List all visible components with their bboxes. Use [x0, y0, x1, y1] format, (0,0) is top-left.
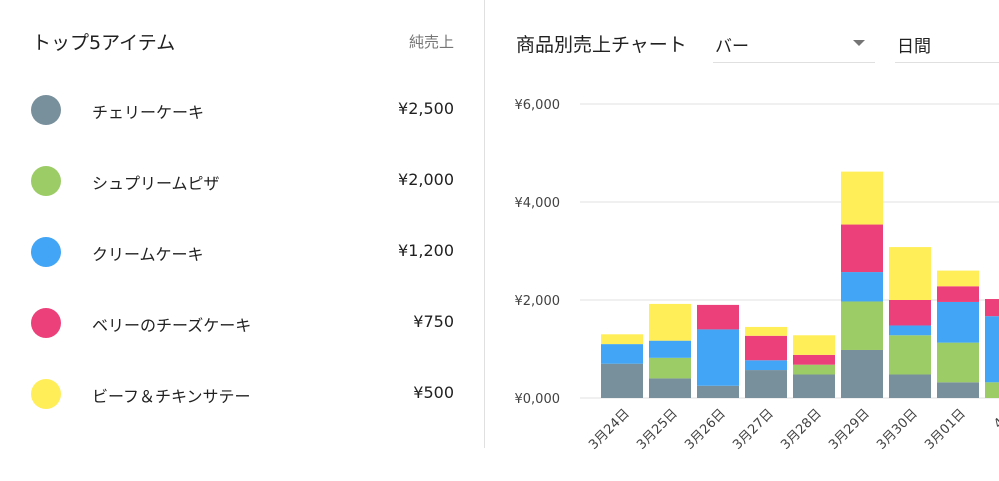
item-value: ¥1,200 [398, 241, 454, 260]
period-select[interactable]: 日間 [895, 28, 999, 63]
bar-segment[interactable] [841, 301, 883, 350]
bar-segment[interactable] [697, 329, 739, 386]
x-tick-label: 3月25日 [634, 406, 681, 453]
top-item-row[interactable]: シュプリームピザ ¥2,000 [0, 161, 484, 201]
item-name: ビーフ＆チキンサテー [92, 387, 251, 406]
x-tick-label: 3月29日 [826, 406, 873, 453]
top-items-title: トップ5アイテム [32, 32, 176, 54]
chart-title: 商品別売上チャート [516, 34, 687, 56]
bar-segment[interactable] [745, 360, 787, 371]
bar-segment[interactable] [889, 300, 931, 326]
color-dot-icon [31, 95, 61, 125]
bar-segment[interactable] [937, 342, 979, 383]
item-name: シュプリームピザ [92, 174, 220, 193]
bar-segment[interactable] [745, 326, 787, 336]
x-tick-label: 4月 [991, 406, 999, 432]
color-dot-icon [31, 237, 61, 267]
top-item-row[interactable]: クリームケーキ ¥1,200 [0, 232, 484, 272]
item-value: ¥2,500 [398, 99, 454, 118]
bar-segment[interactable] [793, 364, 835, 375]
bar-segment[interactable] [889, 374, 931, 398]
y-tick-label: ¥6,000 [515, 98, 561, 113]
bar-segment[interactable] [937, 301, 979, 343]
bar-segment[interactable] [841, 171, 883, 225]
top-item-row[interactable]: ビーフ＆チキンサテー ¥500 [0, 374, 484, 414]
bar-segment[interactable] [841, 272, 883, 302]
bar-segment[interactable] [841, 349, 883, 398]
bar-segment[interactable] [745, 370, 787, 398]
item-value: ¥500 [413, 383, 454, 402]
y-tick-label: ¥4,000 [515, 196, 561, 211]
x-tick-label: 3月26日 [682, 406, 729, 453]
item-name: チェリーケーキ [92, 103, 205, 122]
panel-divider [484, 0, 485, 448]
bar-segment[interactable] [697, 304, 739, 330]
top-item-row[interactable]: ベリーのチーズケーキ ¥750 [0, 303, 484, 343]
bar-segment[interactable] [793, 374, 835, 398]
bar-segment[interactable] [745, 335, 787, 361]
item-value: ¥750 [413, 312, 454, 331]
bar-segment[interactable] [649, 378, 691, 398]
color-dot-icon [31, 308, 61, 338]
top-items-panel: トップ5アイテム 純売上 チェリーケーキ ¥2,500 シュプリームピザ ¥2,… [0, 0, 484, 481]
bar-segment[interactable] [841, 224, 883, 273]
x-tick-label: 3月28日 [778, 406, 825, 453]
bar-segment[interactable] [985, 382, 999, 398]
bar-segment[interactable] [985, 299, 999, 317]
bar-segment[interactable] [697, 385, 739, 398]
x-tick-label: 3月01日 [922, 406, 969, 453]
bar-segment[interactable] [937, 270, 979, 287]
bar-segment[interactable] [937, 286, 979, 302]
bar-segment[interactable] [601, 363, 643, 398]
item-name: クリームケーキ [92, 245, 204, 264]
period-value: 日間 [897, 37, 931, 57]
bar-segment[interactable] [601, 344, 643, 364]
y-tick-label: ¥2,000 [515, 294, 561, 309]
top-item-row[interactable]: チェリーケーキ ¥2,500 [0, 90, 484, 130]
net-sales-header: 純売上 [408, 33, 454, 51]
bar-segment[interactable] [889, 325, 931, 336]
bar-segment[interactable] [889, 335, 931, 375]
x-tick-label: 3月24日 [586, 406, 633, 453]
bar-segment[interactable] [649, 357, 691, 379]
bar-segment[interactable] [937, 382, 979, 398]
x-tick-label: 3月30日 [874, 406, 921, 453]
color-dot-icon [31, 379, 61, 409]
bar-segment[interactable] [601, 334, 643, 345]
bar-segment[interactable] [649, 303, 691, 341]
y-tick-label: ¥0,000 [515, 392, 561, 407]
item-name: ベリーのチーズケーキ [92, 316, 252, 335]
x-tick-label: 3月27日 [730, 406, 777, 453]
bar-segment[interactable] [649, 340, 691, 358]
chart-type-select[interactable]: バー [713, 28, 875, 63]
bar-segment[interactable] [985, 316, 999, 383]
color-dot-icon [31, 166, 61, 196]
bar-segment[interactable] [793, 354, 835, 365]
bar-segment[interactable] [889, 247, 931, 300]
chart-type-value: バー [715, 37, 749, 57]
bar-segment[interactable] [793, 335, 835, 355]
item-value: ¥2,000 [398, 170, 454, 189]
dropdown-caret-icon [853, 40, 865, 46]
